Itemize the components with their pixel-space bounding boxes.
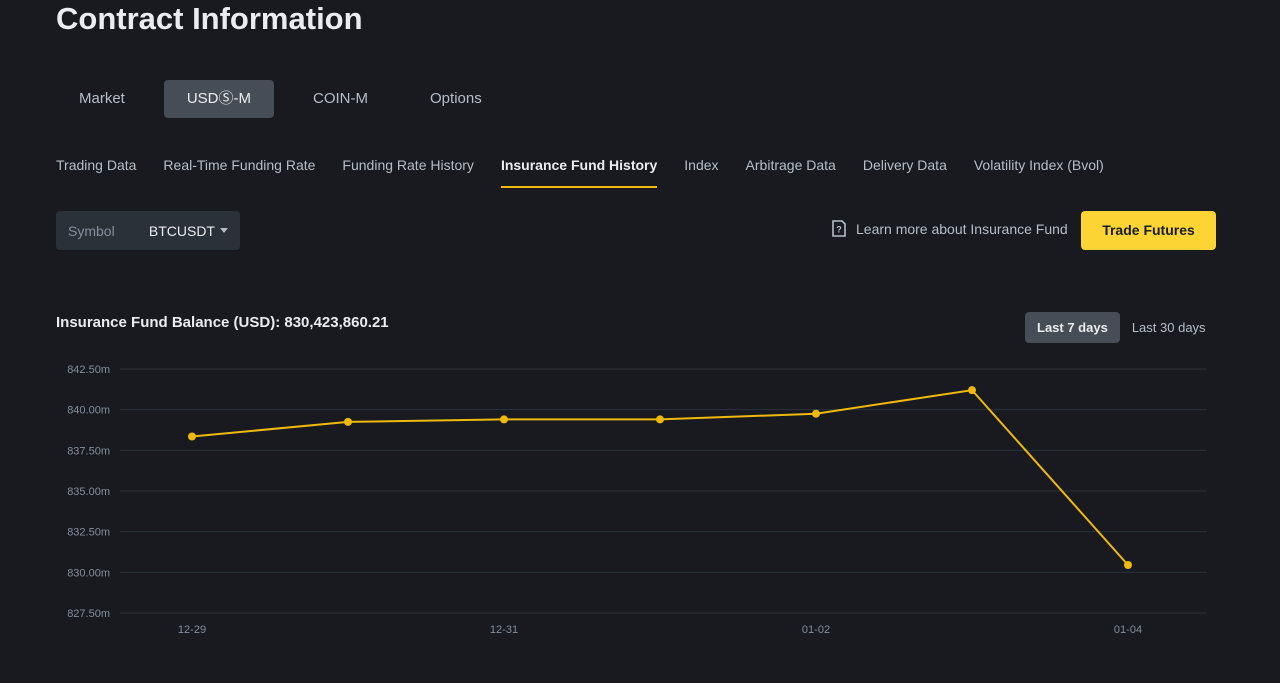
page-title: Contract Information	[56, 1, 363, 36]
data-point	[812, 409, 820, 418]
x-tick-label: 12-29	[178, 624, 206, 636]
tab-options[interactable]: Options	[430, 90, 482, 107]
y-tick-label: 832.50m	[67, 527, 110, 539]
tab-volatility-index[interactable]: Volatility Index (Bvol)	[973, 157, 1104, 173]
data-point	[344, 417, 352, 426]
y-tick-label: 842.50m	[67, 364, 110, 376]
trade-futures-button[interactable]: Trade Futures	[1081, 211, 1216, 250]
tab-delivery-data[interactable]: Delivery Data	[862, 157, 947, 173]
symbol-label: Symbol	[68, 222, 115, 239]
y-tick-label: 840.00m	[67, 405, 110, 417]
tab-real-time-funding-rate[interactable]: Real-Time Funding Rate	[163, 157, 316, 173]
caret-down-icon	[220, 228, 228, 233]
insurance-fund-chart: 842.50m 840.00m 837.50m 835.00m 832.50m 830.0…	[67, 364, 1207, 636]
insurance-fund-balance: Insurance Fund Balance (USD): 830,423,86…	[56, 314, 389, 331]
data-point	[968, 386, 976, 395]
x-tick-label: 12-31	[490, 624, 518, 636]
tab-last-7-days[interactable]: Last 7 days	[1025, 312, 1120, 343]
data-point	[1124, 561, 1132, 570]
tab-insurance-fund-history[interactable]: Insurance Fund History	[500, 153, 658, 188]
symbol-value: BTCUSDT	[148, 222, 215, 239]
range-tabs: Last 7 days Last 30 days	[1025, 312, 1218, 343]
document-question-icon: ?	[832, 220, 846, 237]
svg-text:?: ?	[836, 225, 842, 235]
y-tick-label: 827.50m	[67, 608, 110, 620]
tab-trading-data[interactable]: Trading Data	[56, 157, 137, 173]
tab-last-30-days[interactable]: Last 30 days	[1131, 320, 1206, 335]
y-tick-label: 830.00m	[67, 567, 110, 579]
data-point	[188, 432, 196, 441]
tab-market[interactable]: Market	[79, 90, 125, 107]
tab-arbitrage-data[interactable]: Arbitrage Data	[745, 157, 836, 173]
learn-more-link[interactable]: ? Learn more about Insurance Fund	[832, 220, 1068, 237]
market-tabs: Market USDⓈ-M COIN-M Options	[56, 80, 521, 118]
data-point	[500, 415, 508, 424]
symbol-select[interactable]: Symbol BTCUSDT	[56, 211, 240, 250]
tab-index[interactable]: Index	[684, 157, 719, 173]
x-tick-label: 01-02	[802, 624, 830, 636]
tab-usds-m[interactable]: USDⓈ-M	[163, 80, 275, 118]
tab-funding-rate-history[interactable]: Funding Rate History	[342, 157, 474, 173]
data-point	[656, 415, 664, 424]
learn-more-label: Learn more about Insurance Fund	[856, 220, 1068, 237]
x-tick-label: 01-04	[1114, 624, 1142, 636]
sub-tabs: Trading Data Real-Time Funding Rate Fund…	[56, 153, 1131, 188]
y-tick-label: 835.00m	[67, 486, 110, 498]
y-tick-label: 837.50m	[67, 445, 110, 457]
tab-coin-m[interactable]: COIN-M	[313, 90, 369, 107]
